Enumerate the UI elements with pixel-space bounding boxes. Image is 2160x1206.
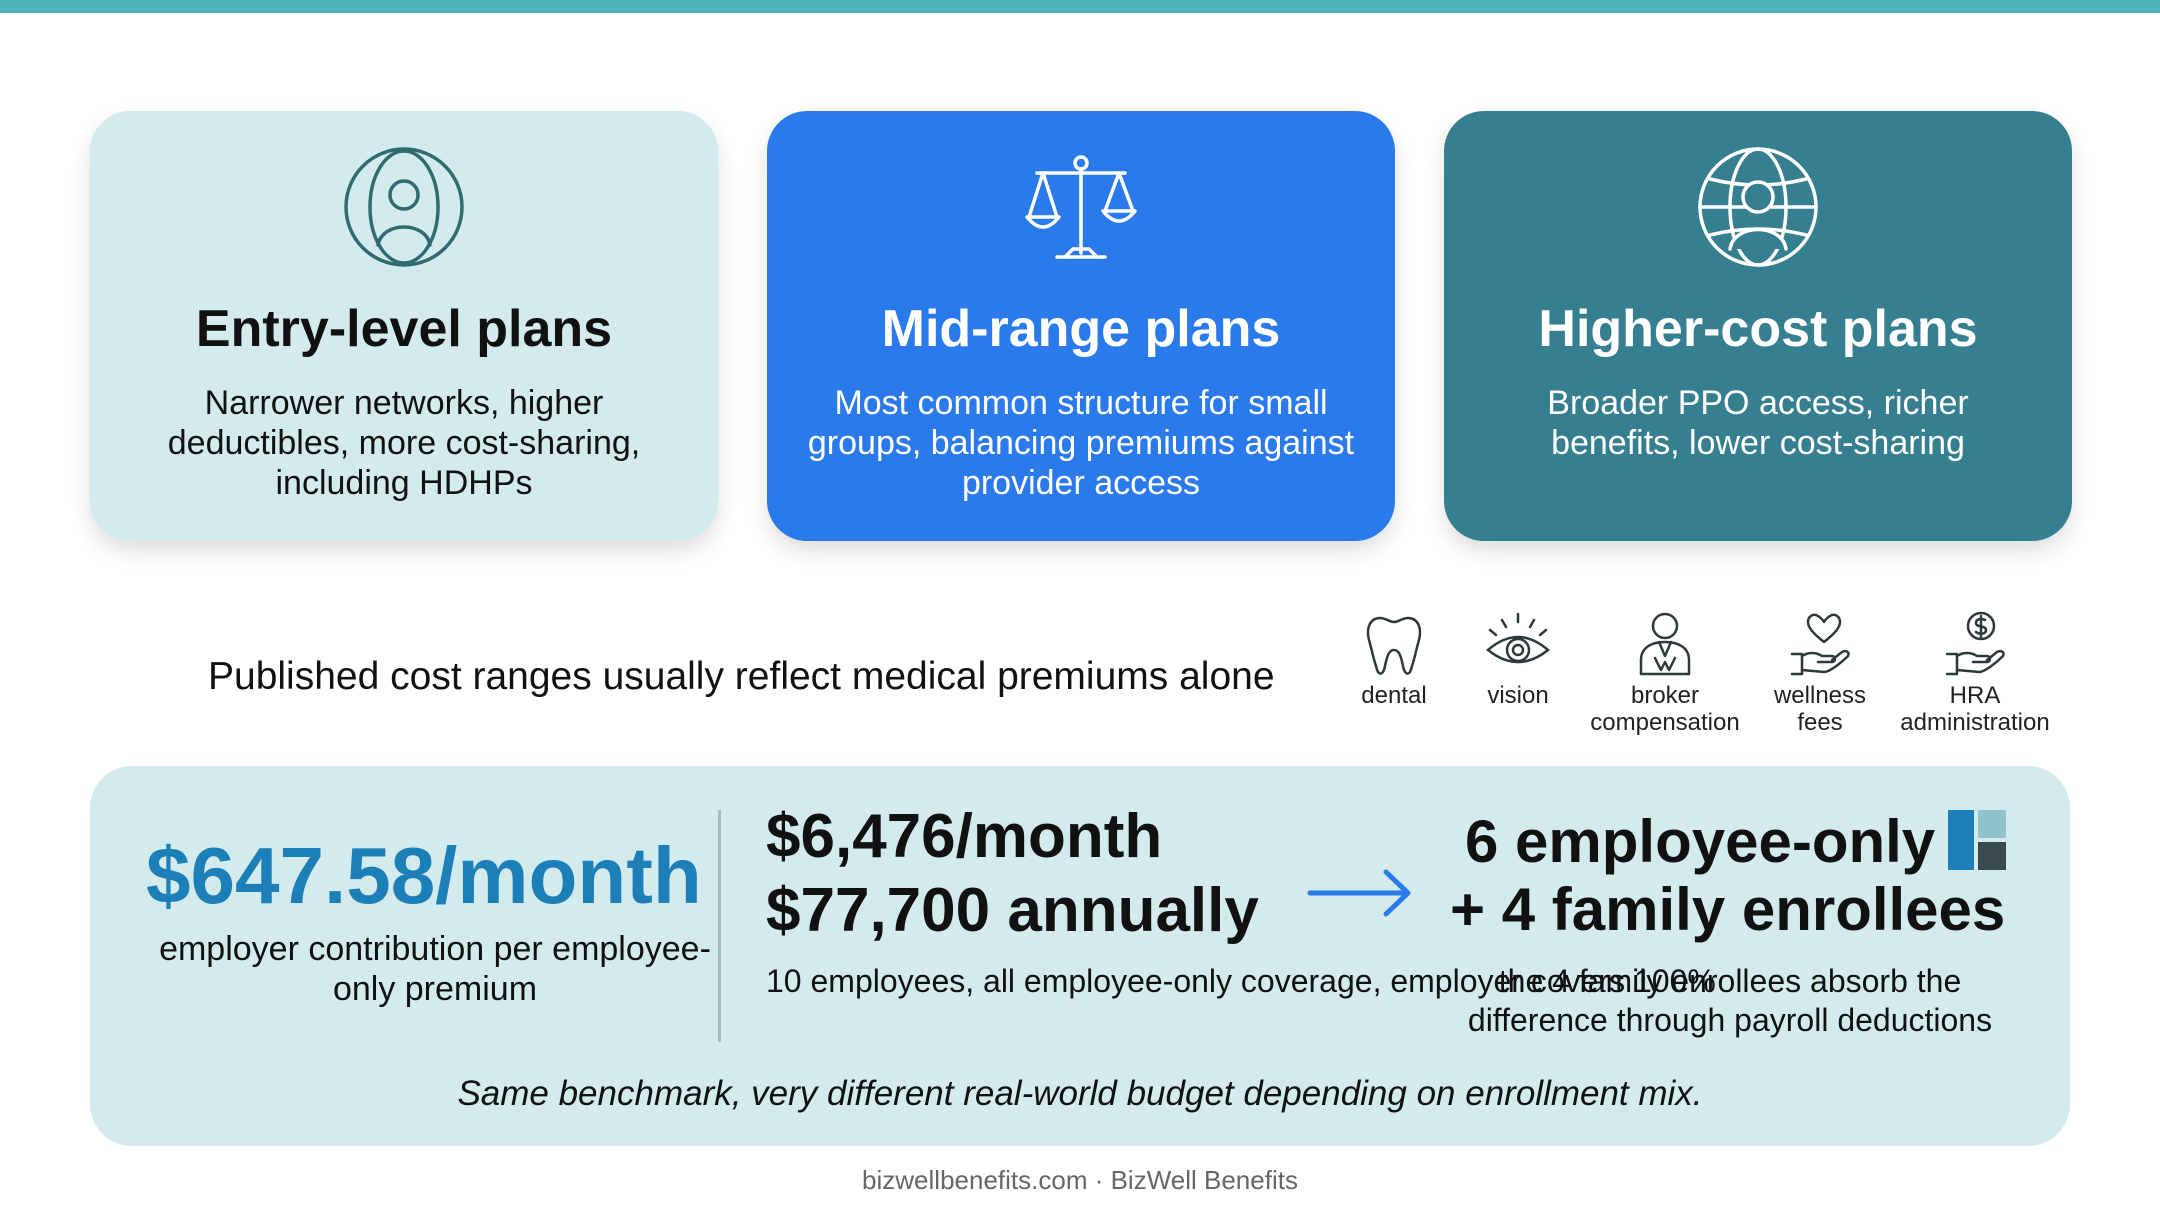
cost-example-panel: $647.58/month employer contribution per … (90, 766, 2070, 1146)
total-description: 10 employees, all employee-only coverage… (766, 963, 1716, 999)
card-description: Most common structure for small groups, … (807, 384, 1355, 502)
extra-label: vision (1487, 682, 1549, 709)
total-monthly-value: $6,476/month (766, 802, 1163, 871)
heart-hand-icon (1786, 610, 1854, 678)
total-annual-value: $77,700 annually (766, 876, 1259, 945)
card-description: Broader PPO access, richer benefits, low… (1547, 384, 1969, 462)
card-mid-range: Mid-range plans Most common structure fo… (767, 111, 1395, 541)
tooth-icon (1360, 610, 1428, 678)
card-title: Mid-range plans (881, 300, 1281, 358)
extra-item-dental: dental (1354, 610, 1434, 709)
broker-icon (1631, 610, 1699, 678)
arrow-right-icon (1306, 866, 1414, 920)
card-higher-cost: Higher-cost plans Broader PPO access, ri… (1444, 111, 2072, 541)
dollar-hand-icon (1941, 610, 2009, 678)
employer-contribution-description: employer contribution per employee-only … (159, 930, 711, 1008)
published-cost-note: Published cost ranges usually reflect me… (208, 655, 1275, 698)
benchmark-note: Same benchmark, very different real-worl… (457, 1074, 1703, 1113)
person-in-circle-icon (342, 145, 466, 269)
eye-icon (1484, 610, 1552, 678)
enrollment-mix-line-1: 6 employee-only (1465, 808, 1936, 875)
enrollment-mix-description: the 4 family enrollees absorb the differ… (1467, 963, 1993, 1038)
enrollment-mix-line-2: + 4 family enrollees (1450, 876, 2006, 943)
balance-scale-icon (1019, 145, 1143, 269)
employer-contribution-value: $647.58/month (146, 831, 702, 920)
blocks-chart-icon (1948, 810, 2006, 870)
card-entry-level: Entry-level plans Narrower networks, hig… (90, 111, 718, 541)
extra-label: HRA administration (1900, 682, 2050, 736)
panel-divider (718, 810, 721, 1042)
footer-source: bizwellbenefits.com · BizWell Benefits (862, 1165, 1298, 1195)
extra-label: dental (1361, 682, 1427, 709)
extra-item-wellness: wellness fees (1762, 610, 1878, 736)
card-description: Narrower networks, higher deductibles, m… (167, 384, 641, 502)
extra-label: broker compensation (1590, 682, 1740, 736)
card-title: Higher-cost plans (1538, 300, 1978, 358)
extra-item-hra: HRA administration (1890, 610, 2060, 736)
extra-item-vision: vision (1478, 610, 1558, 709)
card-title: Entry-level plans (195, 300, 613, 358)
top-accent-bar (0, 0, 2160, 13)
globe-person-icon (1696, 145, 1820, 269)
extra-label: wellness fees (1773, 682, 1867, 736)
extra-item-broker: broker compensation (1582, 610, 1748, 736)
